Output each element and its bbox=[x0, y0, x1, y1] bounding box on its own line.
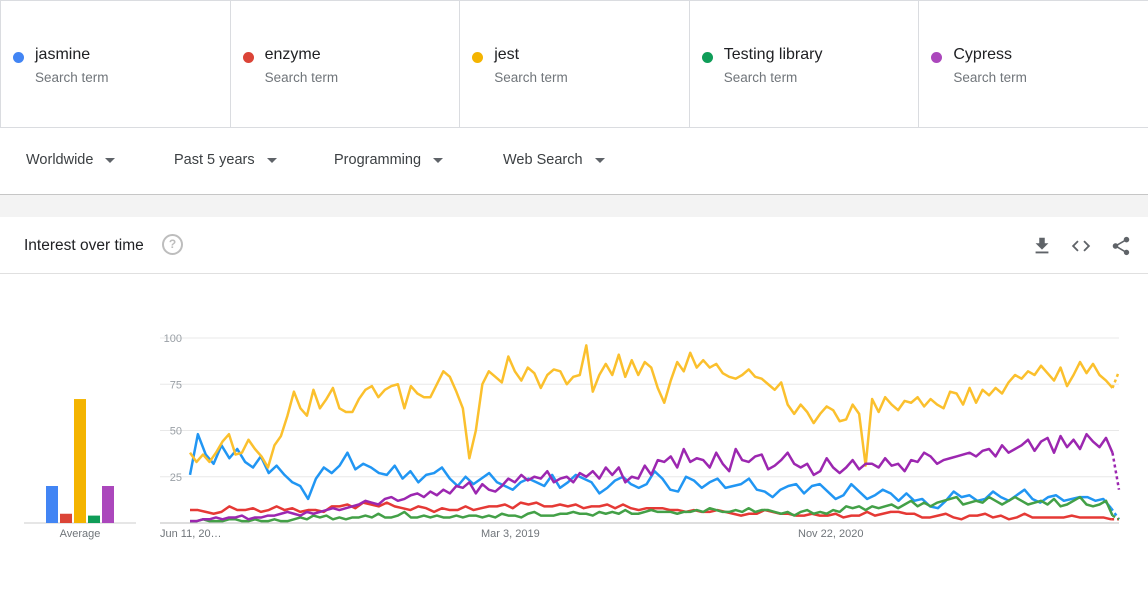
term-card-enzyme[interactable]: enzyme Search term bbox=[229, 1, 460, 127]
chart-gridlines: 25 50 75 100 bbox=[160, 333, 1119, 524]
chart-series bbox=[188, 344, 1121, 523]
chevron-down-icon bbox=[105, 158, 116, 163]
partial-data-segment bbox=[1111, 370, 1121, 389]
series-line-enzyme bbox=[190, 501, 1112, 521]
interest-over-time-chart: Average 25 50 75 100 Jun 11, 20… Mar 3, 2019… bbox=[24, 333, 1121, 540]
filter-bar: Worldwide Past 5 years Programming Web S… bbox=[0, 128, 1148, 195]
series-line-testing-library bbox=[190, 495, 1114, 523]
download-icon[interactable] bbox=[1031, 235, 1053, 257]
term-card-cypress[interactable]: Cypress Search term bbox=[918, 1, 1148, 127]
partial-data-segment bbox=[1110, 507, 1121, 521]
term-card-testing-library[interactable]: Testing library Search term bbox=[688, 1, 919, 127]
region-label: Worldwide bbox=[26, 152, 94, 168]
average-bar-enzyme bbox=[60, 513, 72, 523]
chevron-down-icon bbox=[594, 158, 605, 163]
card-title: Interest over time bbox=[24, 237, 144, 254]
share-icon[interactable] bbox=[1110, 235, 1132, 257]
series-color-dot-icon bbox=[931, 52, 943, 63]
help-icon[interactable]: ? bbox=[162, 234, 183, 255]
x-tick-label: Jun 11, 20… bbox=[160, 528, 222, 540]
term-name: Testing library bbox=[723, 46, 823, 63]
x-axis: Jun 11, 20… Mar 3, 2019 Nov 22, 2020 bbox=[160, 528, 863, 540]
search-terms-bar: jasmine Search term enzyme Search term j… bbox=[0, 0, 1148, 128]
x-tick-label: Nov 22, 2020 bbox=[798, 528, 863, 540]
term-name: Cypress bbox=[953, 46, 1013, 63]
term-type: Search term bbox=[494, 70, 568, 85]
series-line-cypress bbox=[190, 432, 1114, 523]
average-bar-cypress bbox=[102, 486, 114, 523]
average-bar-jest bbox=[74, 399, 86, 523]
average-bar-chart: Average bbox=[24, 399, 136, 540]
term-name: jest bbox=[494, 46, 520, 63]
x-tick-label: Mar 3, 2019 bbox=[481, 528, 540, 540]
series-color-dot-icon bbox=[701, 52, 713, 63]
term-type: Search term bbox=[953, 70, 1027, 85]
y-tick-label: 100 bbox=[164, 333, 182, 345]
section-divider bbox=[0, 195, 1148, 217]
series-line-jasmine bbox=[188, 432, 1113, 510]
time-range-dropdown[interactable]: Past 5 years bbox=[174, 152, 277, 168]
category-label: Programming bbox=[334, 152, 422, 168]
series-color-dot-icon bbox=[242, 52, 254, 63]
average-bar-testing-library bbox=[88, 515, 100, 523]
term-name: enzyme bbox=[264, 46, 321, 63]
series-color-dot-icon bbox=[472, 52, 484, 63]
time-range-label: Past 5 years bbox=[174, 152, 255, 168]
series-color-dot-icon bbox=[13, 52, 24, 63]
search-type-label: Web Search bbox=[503, 152, 583, 168]
embed-icon[interactable] bbox=[1070, 235, 1092, 257]
series-line-jest bbox=[188, 344, 1114, 469]
y-tick-label: 25 bbox=[170, 472, 182, 484]
term-type: Search term bbox=[35, 70, 109, 85]
term-card-jasmine[interactable]: jasmine Search term bbox=[0, 1, 230, 127]
average-label: Average bbox=[60, 528, 101, 540]
average-bar-jasmine bbox=[46, 486, 58, 523]
partial-data-segment bbox=[1111, 514, 1120, 521]
search-type-dropdown[interactable]: Web Search bbox=[503, 152, 605, 168]
term-card-jest[interactable]: jest Search term bbox=[459, 1, 689, 127]
term-name: jasmine bbox=[35, 46, 91, 63]
y-tick-label: 75 bbox=[170, 379, 182, 391]
region-dropdown[interactable]: Worldwide bbox=[26, 152, 116, 168]
chevron-down-icon bbox=[266, 158, 277, 163]
term-type: Search term bbox=[723, 70, 798, 85]
term-type: Search term bbox=[264, 70, 339, 85]
y-tick-label: 50 bbox=[170, 426, 182, 438]
chevron-down-icon bbox=[433, 158, 444, 163]
category-dropdown[interactable]: Programming bbox=[334, 152, 444, 168]
interest-card-header: Interest over time ? bbox=[0, 217, 1148, 274]
partial-data-segment bbox=[1111, 452, 1121, 490]
